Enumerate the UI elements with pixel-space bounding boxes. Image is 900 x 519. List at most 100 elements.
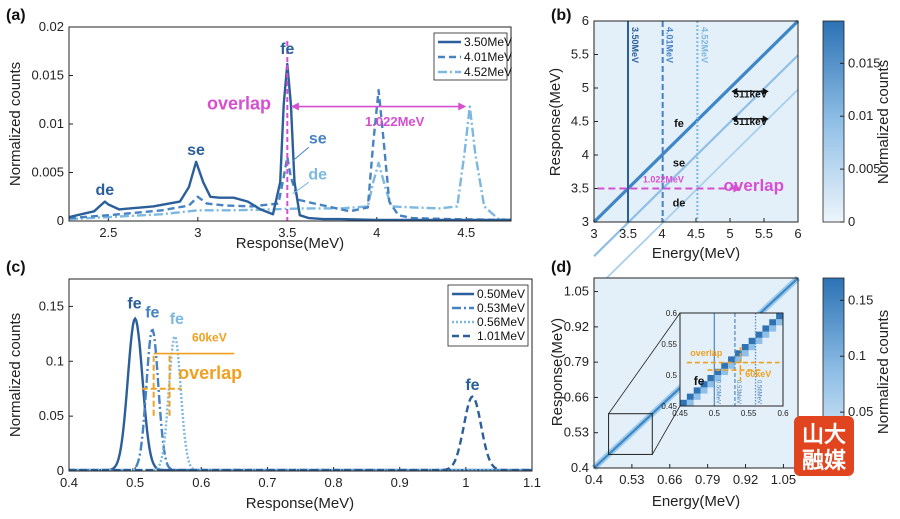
- y-tick-label: 0.79: [564, 354, 589, 369]
- x-tick-label: 1.05: [771, 472, 796, 487]
- y-tick-label: 0.015: [31, 68, 64, 83]
- y-tick-label: 0.92: [564, 319, 589, 334]
- annotation-511keV: 511keV: [733, 89, 767, 100]
- inset-cell: [762, 325, 770, 332]
- inset-y-tick-label: 0.45: [661, 402, 677, 411]
- panel-d-colorbar-title: Normalized counts: [875, 310, 892, 434]
- ridge-2: [593, 88, 799, 292]
- inset-cell-side: [721, 368, 729, 375]
- annotation-511keV: 511keV: [733, 117, 767, 128]
- inset-cell-side: [714, 375, 722, 382]
- cbar-tick-label: 0.1: [848, 348, 866, 363]
- legend-label-4.01: 4.01MeV: [464, 50, 512, 64]
- panel-c-frame: [68, 278, 533, 472]
- inset-cell: [741, 344, 749, 351]
- y-tick-label: 1.05: [564, 284, 589, 299]
- inset-y-tick-label: 0.5: [666, 371, 678, 380]
- overlap-arrow-head: [733, 184, 741, 193]
- x-tick-label: 3.5: [619, 226, 637, 241]
- inset-cell-side: [707, 381, 715, 388]
- inset-vline-label-0.53MeV: 0.53MeV: [735, 380, 741, 404]
- y-tick-label: 0.4: [571, 460, 589, 475]
- annotation-overlap: overlap: [207, 93, 271, 113]
- panel-d: 0.4 0.53 0.66 0.79 0.92 1.05 0.4 0.53 0.66 0.79 0.…: [549, 275, 892, 510]
- x-tick-label: 3: [194, 225, 201, 240]
- panel-c-legend: 0.50MeV 0.53MeV 0.56MeV 1.01MeV: [447, 284, 529, 347]
- x-tick-label: 1: [462, 475, 469, 490]
- annotation-se: se: [673, 157, 685, 169]
- span-arrow-head-left: [290, 102, 299, 111]
- y-tick-label: 0: [57, 213, 64, 228]
- series-3.50MeV: [69, 62, 511, 221]
- kev-arrow-head-r-1: [762, 115, 769, 123]
- annotation-60keV: 60keV: [192, 331, 227, 345]
- annotation-de: de: [673, 198, 686, 210]
- cbar-tick-label: 0.005: [848, 161, 881, 176]
- zoom-region: [608, 413, 653, 455]
- panel-label-d: (d): [551, 259, 571, 276]
- inset-cell: [707, 375, 715, 382]
- legend-label-1.01: 1.01MeV: [477, 329, 525, 343]
- y-tick-label: 6: [582, 13, 589, 28]
- y-tick-label: 0.15: [39, 298, 64, 313]
- zoom-connector-top: [608, 312, 681, 414]
- inset-cell-side: [748, 344, 756, 351]
- x-tick-label: 5.5: [755, 226, 773, 241]
- x-tick-label: 0.8: [325, 475, 343, 490]
- panel-b-ticks: 3 3.5 4 4.5 5 5.5 6 3 3.5 4 4.5 5 5.5 6: [571, 13, 802, 241]
- y-tick-label: 0: [57, 463, 64, 478]
- inset-frame: [679, 312, 784, 407]
- vline-label-4.01MeV: 4.01MeV: [665, 27, 675, 63]
- legend-label-0.56: 0.56MeV: [477, 315, 525, 329]
- y-tick-label: 5: [582, 80, 589, 95]
- y-tick-label: 4: [582, 147, 589, 162]
- annotation-1.022MeV: 1.022MeV: [365, 114, 425, 129]
- panel-d-inset: 0.50MeV 0.53MeV 0.56MeV 0.45 0.5 0.55 0.6 0.45 0…: [608, 309, 789, 455]
- y-tick-label: 0.66: [564, 389, 589, 404]
- panel-label-c: (c): [6, 259, 26, 276]
- panel-b-colorbar-title: Normalized counts: [875, 60, 892, 184]
- inset-cell-side: [734, 356, 742, 363]
- panel-c-series: [69, 316, 532, 471]
- y-tick-label: 0.1: [46, 353, 64, 368]
- inset-cell: [776, 313, 783, 320]
- inset-cell: [700, 381, 708, 388]
- watermark-line-1: 山大: [802, 422, 846, 447]
- panel-a: 2.5 3 3.5 4 4.5 0 0.005 0.01 0.015 0.02 fe se de se d…: [7, 19, 512, 252]
- x-tick-label: 0.4: [60, 475, 78, 490]
- inset-cell-side: [769, 325, 777, 332]
- y-tick-label: 3: [582, 214, 589, 229]
- span-arrow-head-right: [458, 102, 467, 111]
- y-tick-label: 0.02: [39, 19, 64, 34]
- annotation-se: se: [187, 142, 205, 159]
- inset-cell: [748, 337, 756, 344]
- y-tick-label: 4.5: [571, 114, 589, 129]
- panel-b-ylabel: Response(MeV): [547, 68, 564, 176]
- cbar-tick-label: 0.05: [848, 404, 873, 419]
- inset-cell-side: [700, 387, 708, 394]
- panel-b-xlabel: Energy(MeV): [652, 245, 740, 262]
- panel-a-legend: 3.50MeV 4.01MeV 4.52MeV: [433, 32, 512, 81]
- panel-label-b: (b): [551, 7, 571, 24]
- panel-a-xlabel: Response(MeV): [236, 235, 344, 252]
- series-1.01MeV: [69, 395, 532, 471]
- inset-vline-label-0.56MeV: 0.56MeV: [756, 380, 762, 404]
- annotation-overlap: overlap: [178, 363, 242, 383]
- inset-cell: [680, 399, 687, 406]
- x-tick-label: 4: [658, 226, 665, 241]
- inset-y-tick-label: 0.6: [666, 309, 678, 318]
- inset-x-tick-label: 0.55: [741, 409, 757, 418]
- annotation-overlap: overlap: [724, 176, 784, 195]
- legend-label-4.52: 4.52MeV: [464, 65, 512, 79]
- inset-cell-side: [755, 337, 763, 344]
- y-tick-label: 0.53: [564, 425, 589, 440]
- annotation-fe: fe: [145, 304, 159, 321]
- y-tick-label: 0.005: [31, 165, 64, 180]
- panel-b: 3 3.5 4 4.5 5 5.5 6 3 3.5 4 4.5 5 5.5 6 3.50MeV 4.01Me…: [547, 13, 892, 292]
- x-tick-label: 0.92: [733, 472, 758, 487]
- panel-d-ticks: 0.4 0.53 0.66 0.79 0.92 1.05 0.4 0.53 0.66 0.79 0.…: [564, 284, 796, 487]
- panel-c-ylabel: Normalized counts: [7, 313, 24, 437]
- x-tick-label: 0.6: [192, 475, 210, 490]
- kev-arrow-head-l-0: [731, 87, 738, 95]
